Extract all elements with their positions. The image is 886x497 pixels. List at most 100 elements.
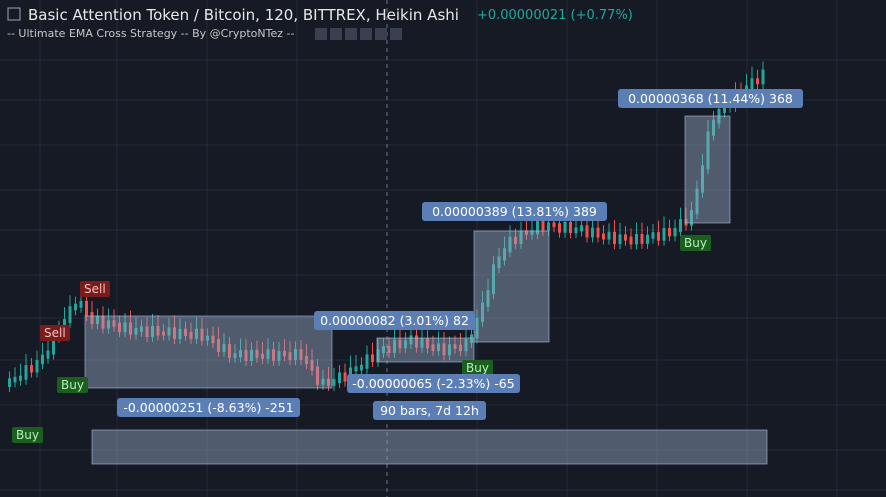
sell-signal: Sell xyxy=(80,281,110,297)
candle-body xyxy=(635,234,638,245)
candle-body xyxy=(118,322,121,333)
candle-body xyxy=(695,188,699,215)
measure-label: 0.00000082 (3.01%) 82 xyxy=(314,311,475,330)
candle-body xyxy=(156,325,160,336)
candle-body xyxy=(46,350,50,359)
candle-body xyxy=(365,354,369,369)
candle-body xyxy=(24,365,28,380)
measure-label: 0.00000389 (13.81%) 389 xyxy=(422,202,607,221)
candle-body xyxy=(35,360,39,373)
candle-body xyxy=(673,227,677,237)
candle-body xyxy=(701,165,704,193)
candle-body xyxy=(629,236,633,245)
candle-body xyxy=(79,300,83,308)
candle-body xyxy=(624,234,627,241)
candle-body xyxy=(277,350,281,361)
candle-body xyxy=(486,290,490,307)
candle-body xyxy=(503,248,506,261)
candle-body xyxy=(211,335,215,344)
candle-body xyxy=(338,372,341,384)
candle-body xyxy=(679,219,682,232)
candle-body xyxy=(530,230,534,235)
candle-body xyxy=(178,328,182,340)
candle-body xyxy=(591,227,594,238)
candle-body xyxy=(442,343,446,356)
candle-body xyxy=(354,366,358,372)
candle-body xyxy=(431,344,435,351)
buy-signal: Buy xyxy=(680,235,711,251)
candle-body xyxy=(184,328,187,336)
candle-body xyxy=(360,364,363,371)
header: Basic Attention Token / Bitcoin, 120, BI… xyxy=(0,0,633,30)
candle-body xyxy=(206,335,209,341)
candle-body xyxy=(415,335,418,348)
candle-body xyxy=(8,378,11,387)
candle-body xyxy=(283,350,286,357)
candle-body xyxy=(316,366,319,385)
candle-body xyxy=(393,339,396,354)
candle-body xyxy=(409,335,413,345)
candle-body xyxy=(404,340,407,349)
candle-body xyxy=(96,315,99,325)
candle-body xyxy=(662,227,666,241)
candle-body xyxy=(343,372,347,382)
candle-body xyxy=(74,303,77,311)
candle-body xyxy=(464,339,468,352)
candle-body xyxy=(19,375,22,381)
candle-body xyxy=(613,231,616,245)
candle-body xyxy=(514,236,517,244)
candle-body xyxy=(151,325,154,337)
candle-body xyxy=(508,236,512,253)
candle-body xyxy=(189,331,193,339)
candle-body xyxy=(552,222,556,228)
candle-body xyxy=(233,353,237,358)
candle-body xyxy=(651,232,655,239)
candle-body xyxy=(68,306,72,324)
candle-body xyxy=(382,345,385,354)
candle-body xyxy=(376,349,380,362)
candle-body xyxy=(255,349,259,358)
candle-body xyxy=(420,338,424,348)
candle-body xyxy=(646,234,649,244)
candle-body xyxy=(761,69,765,85)
indicator-label[interactable]: -- Ultimate EMA Cross Strategy -- By @Cr… xyxy=(7,27,295,40)
candle-body xyxy=(239,350,242,358)
buy-signal: Buy xyxy=(462,360,493,376)
candle-body xyxy=(332,379,336,386)
candle-body xyxy=(756,78,759,85)
candle-body xyxy=(52,333,55,355)
candle-body xyxy=(101,315,105,329)
candle-body xyxy=(448,344,451,356)
candle-body xyxy=(162,331,165,336)
candle-body xyxy=(305,355,308,364)
candle-body xyxy=(85,300,88,317)
symbol-title[interactable]: Basic Attention Token / Bitcoin, 120, BI… xyxy=(28,6,459,24)
measure-label: 0.00000368 (11.44%) 368 xyxy=(618,89,803,108)
candle-body xyxy=(475,317,479,339)
candle-body xyxy=(387,345,391,354)
candle-body xyxy=(310,359,314,371)
candle-body xyxy=(684,219,688,226)
candle-body xyxy=(437,343,440,351)
candle-body xyxy=(657,232,660,241)
candle-body xyxy=(585,225,589,238)
candle-body xyxy=(173,327,176,340)
candle-body xyxy=(750,78,754,90)
candle-body xyxy=(266,349,270,359)
buy-signal: Buy xyxy=(57,377,88,393)
candle-body xyxy=(706,131,710,170)
buy-signal: Buy xyxy=(12,427,43,443)
candle-body xyxy=(244,350,248,361)
candle-body xyxy=(112,320,116,327)
candle-body xyxy=(618,234,622,245)
candle-body xyxy=(602,233,605,240)
candle-body xyxy=(525,230,528,235)
candle-body xyxy=(497,256,501,269)
candle-body xyxy=(134,327,138,335)
candle-body xyxy=(195,328,198,339)
candle-body xyxy=(541,221,545,231)
candle-body xyxy=(200,328,204,341)
candle-body xyxy=(371,354,374,362)
candle-body xyxy=(30,365,33,373)
